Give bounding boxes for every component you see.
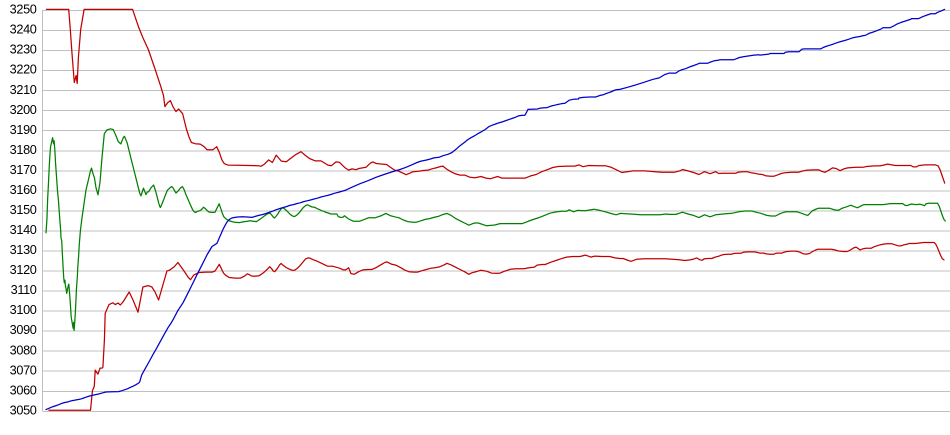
svg-text:3110: 3110 — [11, 283, 37, 297]
svg-text:3190: 3190 — [10, 123, 37, 137]
svg-text:3060: 3060 — [10, 383, 37, 397]
svg-text:3050: 3050 — [10, 403, 37, 417]
svg-text:3160: 3160 — [10, 183, 37, 197]
svg-text:3100: 3100 — [10, 303, 37, 317]
svg-text:3250: 3250 — [10, 3, 37, 17]
svg-text:3180: 3180 — [10, 143, 37, 157]
svg-text:3240: 3240 — [10, 23, 37, 37]
svg-text:3170: 3170 — [10, 163, 37, 177]
svg-text:3080: 3080 — [10, 343, 37, 357]
svg-text:3120: 3120 — [10, 263, 37, 277]
svg-text:3220: 3220 — [10, 63, 37, 77]
svg-text:3070: 3070 — [10, 363, 37, 377]
svg-text:3230: 3230 — [10, 43, 37, 57]
svg-text:3090: 3090 — [10, 323, 37, 337]
svg-text:3150: 3150 — [10, 203, 37, 217]
svg-text:3140: 3140 — [10, 223, 37, 237]
svg-text:3210: 3210 — [10, 83, 37, 97]
svg-text:3200: 3200 — [10, 103, 37, 117]
svg-text:3130: 3130 — [10, 243, 37, 257]
